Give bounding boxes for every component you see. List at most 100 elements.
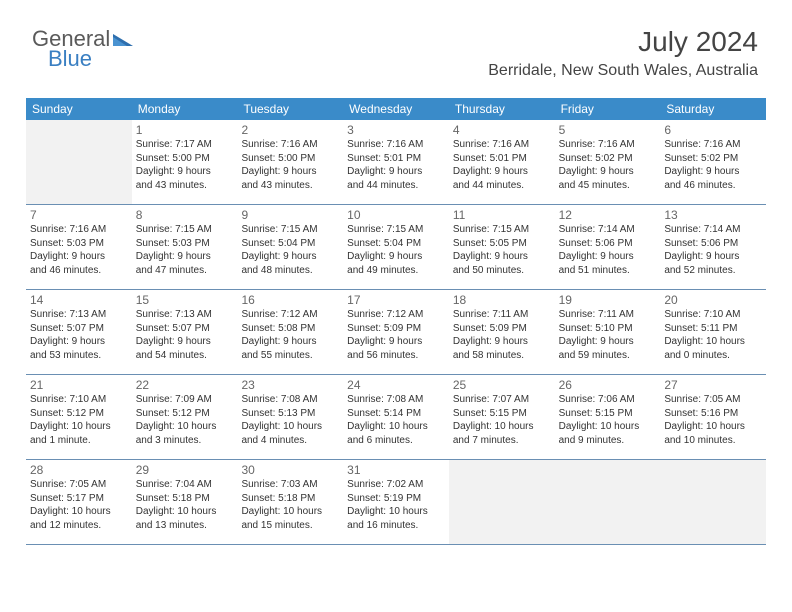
day-line: Daylight: 9 hours	[136, 165, 234, 179]
day-line: Sunset: 5:13 PM	[241, 407, 339, 421]
day-line: Daylight: 9 hours	[136, 335, 234, 349]
day-line: and 43 minutes.	[136, 179, 234, 193]
day-line: Sunrise: 7:15 AM	[453, 223, 551, 237]
day-cell: 7Sunrise: 7:16 AMSunset: 5:03 PMDaylight…	[26, 205, 132, 289]
day-line: Daylight: 9 hours	[664, 250, 762, 264]
day-line: and 6 minutes.	[347, 434, 445, 448]
day-text: Sunrise: 7:11 AMSunset: 5:10 PMDaylight:…	[559, 308, 657, 362]
day-cell: 10Sunrise: 7:15 AMSunset: 5:04 PMDayligh…	[343, 205, 449, 289]
day-text: Sunrise: 7:15 AMSunset: 5:03 PMDaylight:…	[136, 223, 234, 277]
day-header: Friday	[555, 98, 661, 120]
day-text: Sunrise: 7:05 AMSunset: 5:16 PMDaylight:…	[664, 393, 762, 447]
day-line: Sunset: 5:07 PM	[136, 322, 234, 336]
day-line: Daylight: 9 hours	[559, 335, 657, 349]
day-line: Daylight: 10 hours	[30, 420, 128, 434]
day-line: Sunset: 5:16 PM	[664, 407, 762, 421]
day-line: Sunset: 5:15 PM	[453, 407, 551, 421]
day-line: and 47 minutes.	[136, 264, 234, 278]
day-line: Sunrise: 7:02 AM	[347, 478, 445, 492]
week-row: 21Sunrise: 7:10 AMSunset: 5:12 PMDayligh…	[26, 375, 766, 460]
day-line: Sunrise: 7:16 AM	[453, 138, 551, 152]
day-line: Sunrise: 7:12 AM	[241, 308, 339, 322]
day-line: Sunrise: 7:16 AM	[30, 223, 128, 237]
week-row: 1Sunrise: 7:17 AMSunset: 5:00 PMDaylight…	[26, 120, 766, 205]
day-line: Sunset: 5:09 PM	[453, 322, 551, 336]
day-text: Sunrise: 7:08 AMSunset: 5:14 PMDaylight:…	[347, 393, 445, 447]
day-line: Sunrise: 7:04 AM	[136, 478, 234, 492]
day-line: and 7 minutes.	[453, 434, 551, 448]
day-number: 3	[347, 123, 445, 137]
logo-word2: Blue	[48, 46, 92, 72]
day-line: Daylight: 10 hours	[30, 505, 128, 519]
day-cell: 17Sunrise: 7:12 AMSunset: 5:09 PMDayligh…	[343, 290, 449, 374]
day-line: Daylight: 9 hours	[347, 335, 445, 349]
day-text: Sunrise: 7:08 AMSunset: 5:13 PMDaylight:…	[241, 393, 339, 447]
day-line: Sunset: 5:19 PM	[347, 492, 445, 506]
day-number: 9	[241, 208, 339, 222]
day-number: 24	[347, 378, 445, 392]
day-cell: 30Sunrise: 7:03 AMSunset: 5:18 PMDayligh…	[237, 460, 343, 544]
day-line: Sunrise: 7:16 AM	[664, 138, 762, 152]
day-number: 2	[241, 123, 339, 137]
day-line: Sunset: 5:11 PM	[664, 322, 762, 336]
day-cell: 5Sunrise: 7:16 AMSunset: 5:02 PMDaylight…	[555, 120, 661, 204]
day-line: and 46 minutes.	[30, 264, 128, 278]
day-line: Daylight: 10 hours	[241, 420, 339, 434]
day-text: Sunrise: 7:04 AMSunset: 5:18 PMDaylight:…	[136, 478, 234, 532]
day-line: Sunrise: 7:06 AM	[559, 393, 657, 407]
week-row: 7Sunrise: 7:16 AMSunset: 5:03 PMDaylight…	[26, 205, 766, 290]
day-line: Sunrise: 7:15 AM	[136, 223, 234, 237]
day-cell: 22Sunrise: 7:09 AMSunset: 5:12 PMDayligh…	[132, 375, 238, 459]
day-line: Sunset: 5:03 PM	[30, 237, 128, 251]
day-line: and 13 minutes.	[136, 519, 234, 533]
day-line: Sunset: 5:00 PM	[136, 152, 234, 166]
day-text: Sunrise: 7:17 AMSunset: 5:00 PMDaylight:…	[136, 138, 234, 192]
day-line: Daylight: 10 hours	[136, 420, 234, 434]
day-line: Daylight: 10 hours	[664, 420, 762, 434]
day-line: Sunrise: 7:17 AM	[136, 138, 234, 152]
day-line: Daylight: 10 hours	[347, 420, 445, 434]
day-text: Sunrise: 7:15 AMSunset: 5:04 PMDaylight:…	[241, 223, 339, 277]
day-line: Daylight: 9 hours	[241, 165, 339, 179]
day-line: Sunset: 5:06 PM	[664, 237, 762, 251]
day-cell: 13Sunrise: 7:14 AMSunset: 5:06 PMDayligh…	[660, 205, 766, 289]
day-line: and 4 minutes.	[241, 434, 339, 448]
day-line: Daylight: 10 hours	[664, 335, 762, 349]
day-line: Sunrise: 7:16 AM	[241, 138, 339, 152]
day-line: Daylight: 9 hours	[347, 250, 445, 264]
day-line: Sunset: 5:00 PM	[241, 152, 339, 166]
day-cell: 21Sunrise: 7:10 AMSunset: 5:12 PMDayligh…	[26, 375, 132, 459]
day-text: Sunrise: 7:10 AMSunset: 5:12 PMDaylight:…	[30, 393, 128, 447]
day-line: Daylight: 10 hours	[347, 505, 445, 519]
day-line: Sunrise: 7:03 AM	[241, 478, 339, 492]
day-header: Tuesday	[237, 98, 343, 120]
day-text: Sunrise: 7:16 AMSunset: 5:00 PMDaylight:…	[241, 138, 339, 192]
day-line: and 50 minutes.	[453, 264, 551, 278]
day-line: Sunset: 5:15 PM	[559, 407, 657, 421]
day-number: 1	[136, 123, 234, 137]
day-line: Sunset: 5:09 PM	[347, 322, 445, 336]
day-line: Sunset: 5:03 PM	[136, 237, 234, 251]
day-line: and 10 minutes.	[664, 434, 762, 448]
day-text: Sunrise: 7:14 AMSunset: 5:06 PMDaylight:…	[664, 223, 762, 277]
day-cell: 20Sunrise: 7:10 AMSunset: 5:11 PMDayligh…	[660, 290, 766, 374]
day-line: Sunrise: 7:16 AM	[559, 138, 657, 152]
day-text: Sunrise: 7:10 AMSunset: 5:11 PMDaylight:…	[664, 308, 762, 362]
week-row: 14Sunrise: 7:13 AMSunset: 5:07 PMDayligh…	[26, 290, 766, 375]
day-line: and 44 minutes.	[347, 179, 445, 193]
day-text: Sunrise: 7:12 AMSunset: 5:09 PMDaylight:…	[347, 308, 445, 362]
day-line: and 54 minutes.	[136, 349, 234, 363]
day-line: Daylight: 9 hours	[453, 250, 551, 264]
day-cell	[449, 460, 555, 544]
day-line: and 12 minutes.	[30, 519, 128, 533]
day-line: Daylight: 9 hours	[30, 250, 128, 264]
day-number: 26	[559, 378, 657, 392]
day-cell: 9Sunrise: 7:15 AMSunset: 5:04 PMDaylight…	[237, 205, 343, 289]
day-cell: 29Sunrise: 7:04 AMSunset: 5:18 PMDayligh…	[132, 460, 238, 544]
week-row: 28Sunrise: 7:05 AMSunset: 5:17 PMDayligh…	[26, 460, 766, 545]
day-number: 28	[30, 463, 128, 477]
day-number: 19	[559, 293, 657, 307]
day-line: Sunset: 5:17 PM	[30, 492, 128, 506]
day-line: Sunset: 5:18 PM	[241, 492, 339, 506]
day-header-row: SundayMondayTuesdayWednesdayThursdayFrid…	[26, 98, 766, 120]
